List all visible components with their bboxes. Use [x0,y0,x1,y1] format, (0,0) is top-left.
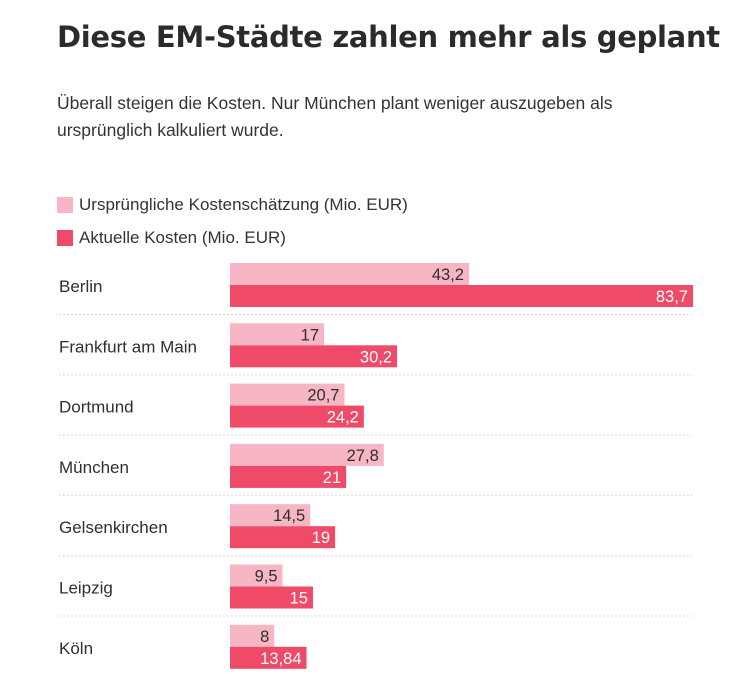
data-label-original-frankfurt-am-main: 17 [301,326,319,344]
category-label-leipzig: Leipzig [59,579,113,598]
legend-item-current: Aktuelle Kosten (Mio. EUR) [57,221,408,254]
data-label-current-berlin: 83,7 [656,288,688,306]
data-label-original-münchen: 27,8 [347,447,379,465]
bar-current-köln [230,646,307,669]
bar-original-münchen [230,443,384,466]
data-label-current-münchen: 21 [323,469,341,487]
category-label-gelsenkirchen: Gelsenkirchen [59,518,168,537]
category-label-dortmund: Dortmund [59,398,134,417]
bar-current-leipzig [230,586,313,609]
data-label-original-berlin: 43,2 [432,266,464,284]
bar-current-münchen [230,465,347,488]
chart-subtitle: Überall steigen die Kosten. Nur München … [57,93,613,140]
legend-item-original: Ursprüngliche Kostenschätzung (Mio. EUR) [57,188,408,221]
legend-label-original: Ursprüngliche Kostenschätzung (Mio. EUR) [79,194,408,214]
bar-current-gelsenkirchen [230,526,336,549]
bar-original-frankfurt-am-main [230,323,325,346]
chart-title: Diese EM-Städte zahlen mehr als geplant [57,20,720,54]
bar-current-berlin [230,285,693,307]
data-label-current-leipzig: 15 [290,590,308,608]
bar-current-frankfurt-am-main [230,345,398,368]
bar-original-gelsenkirchen [230,504,311,527]
bar-original-dortmund [230,383,345,406]
legend: Ursprüngliche Kostenschätzung (Mio. EUR)… [57,188,408,254]
category-label-köln: Köln [59,639,93,658]
legend-label-current: Aktuelle Kosten (Mio. EUR) [79,227,286,247]
bar-original-berlin [230,263,469,285]
data-label-original-köln: 8 [260,628,269,646]
category-label-münchen: München [59,458,129,477]
data-label-current-gelsenkirchen: 19 [312,529,330,547]
bar-original-leipzig [230,564,283,587]
legend-swatch-current [57,229,73,246]
data-label-current-köln: 13,84 [260,650,301,668]
category-label-berlin: Berlin [59,277,102,296]
bar-current-dortmund [230,405,364,428]
bar-chart: 43,2 83,7 Berlin 17 30,2 Frankfurt am Main 20,… [59,263,693,669]
data-label-original-dortmund: 20,7 [307,387,339,405]
bar-original-köln [230,624,275,647]
category-label-frankfurt-am-main: Frankfurt am Main [59,337,197,356]
data-label-current-frankfurt-am-main: 30,2 [360,348,392,366]
data-label-original-gelsenkirchen: 14,5 [273,507,305,525]
legend-swatch-original [57,196,73,213]
data-label-original-leipzig: 9,5 [255,568,278,586]
data-label-current-dortmund: 24,2 [327,409,359,427]
